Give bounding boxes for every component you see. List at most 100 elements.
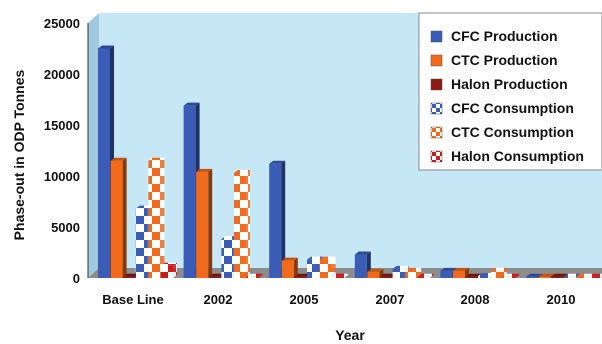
bar-halon-consumption-2005 xyxy=(332,273,349,278)
bar-face xyxy=(332,276,345,278)
bar-face xyxy=(161,265,173,278)
bar-top xyxy=(281,257,298,261)
bar-face xyxy=(281,260,294,278)
legend-swatch xyxy=(430,102,443,115)
x-tick-label: Base Line xyxy=(102,292,163,307)
bar-side xyxy=(344,273,349,278)
bar-top xyxy=(135,205,152,209)
bar-face xyxy=(440,270,453,278)
y-tick-label: 5000 xyxy=(51,220,80,235)
legend-swatch xyxy=(430,126,443,139)
x-tick-label: 2002 xyxy=(204,292,233,307)
bar-side xyxy=(258,273,263,278)
bar-face xyxy=(417,276,430,278)
bar-top xyxy=(576,273,593,277)
bar-face xyxy=(123,276,136,278)
legend-swatch xyxy=(430,150,443,163)
bar-cfc-production-2005 xyxy=(269,160,286,278)
bar-halon-consumption-2007 xyxy=(417,273,434,278)
bar-top xyxy=(380,273,396,277)
bar-top xyxy=(161,262,177,266)
bar-top xyxy=(490,267,507,271)
bar-side xyxy=(293,257,298,278)
legend-label: Halon Production xyxy=(451,76,568,92)
bar-face xyxy=(465,276,478,278)
legend-label: CTC Production xyxy=(451,52,558,68)
y-tick-label: 25000 xyxy=(44,16,80,31)
bar-face xyxy=(478,275,491,278)
bar-top xyxy=(234,169,250,173)
bar-face xyxy=(405,270,418,278)
bar-ctc-consumption-2005 xyxy=(319,256,336,278)
legend-swatch xyxy=(430,78,443,91)
bar-face xyxy=(367,271,380,278)
bar-top xyxy=(183,102,200,106)
bar-side xyxy=(173,262,177,278)
plot-side-wall xyxy=(88,13,99,278)
bar-top xyxy=(367,268,384,272)
bar-side xyxy=(246,169,250,278)
bar-face xyxy=(538,276,551,278)
x-tick-label: 2010 xyxy=(547,292,576,307)
bar-ctc-production-2002 xyxy=(196,168,213,278)
legend-label: CTC Consumption xyxy=(451,124,574,140)
bar-top xyxy=(148,157,165,161)
legend: CFC Production CTC Production Halon Prod… xyxy=(418,12,602,171)
bar-halon-consumption-2008 xyxy=(503,273,520,278)
bar-face xyxy=(319,259,332,278)
bar-face xyxy=(563,276,576,278)
x-tick-label: 2008 xyxy=(461,292,490,307)
bar-side xyxy=(160,157,165,278)
bar-face xyxy=(392,268,405,278)
x-axis-ticks: Base Line 2002 2005 2007 2008 2010 xyxy=(102,292,575,307)
bar-face xyxy=(551,276,564,278)
bar-side xyxy=(281,160,286,278)
bar-top xyxy=(110,157,127,161)
bar-face xyxy=(490,270,503,278)
bar-face xyxy=(221,239,234,278)
bar-ctc-production-2005 xyxy=(281,257,298,278)
bar-top xyxy=(196,168,213,172)
y-tick-label: 0 xyxy=(73,271,80,286)
legend-swatch xyxy=(430,54,443,67)
legend-box xyxy=(418,12,602,171)
bar-top xyxy=(405,267,422,271)
bar-top xyxy=(307,256,323,260)
bar-face xyxy=(576,276,589,278)
legend-label: CFC Consumption xyxy=(451,100,574,116)
bar-face xyxy=(589,276,601,278)
legend-label: Halon Consumption xyxy=(451,148,584,164)
bar-ctc-production-base-line xyxy=(110,157,127,278)
bar-ctc-consumption-base-line xyxy=(148,157,165,278)
bar-face xyxy=(98,48,110,278)
bar-top xyxy=(503,273,520,277)
bar-top xyxy=(221,236,238,240)
bar-top xyxy=(354,251,371,255)
bar-halon-consumption-base-line xyxy=(161,262,177,278)
bar-ctc-consumption-2007 xyxy=(405,267,422,278)
bar-face xyxy=(269,163,282,278)
x-tick-label: 2007 xyxy=(376,292,405,307)
bar-top xyxy=(526,273,542,277)
bar-side xyxy=(429,273,434,278)
bar-ctc-consumption-2002 xyxy=(234,169,250,278)
bar-face xyxy=(307,259,319,278)
bar-top xyxy=(332,273,349,277)
bar-face xyxy=(208,276,221,278)
bar-side xyxy=(515,273,520,278)
bar-side xyxy=(122,157,127,278)
bar-top xyxy=(392,265,409,269)
bar-top xyxy=(440,267,457,271)
y-axis-title: Phase-out in ODP Tonnes xyxy=(11,69,27,240)
bar-face xyxy=(503,276,516,278)
legend-swatches xyxy=(430,30,443,163)
bar-side xyxy=(331,256,336,278)
bar-top xyxy=(123,273,140,277)
bar-top xyxy=(269,160,286,164)
bar-face xyxy=(526,276,538,278)
y-axis-ticks: 0 5000 10000 15000 20000 25000 xyxy=(44,16,80,286)
bar-face xyxy=(234,172,246,278)
bar-top xyxy=(294,273,311,277)
x-axis-title: Year xyxy=(335,327,365,343)
